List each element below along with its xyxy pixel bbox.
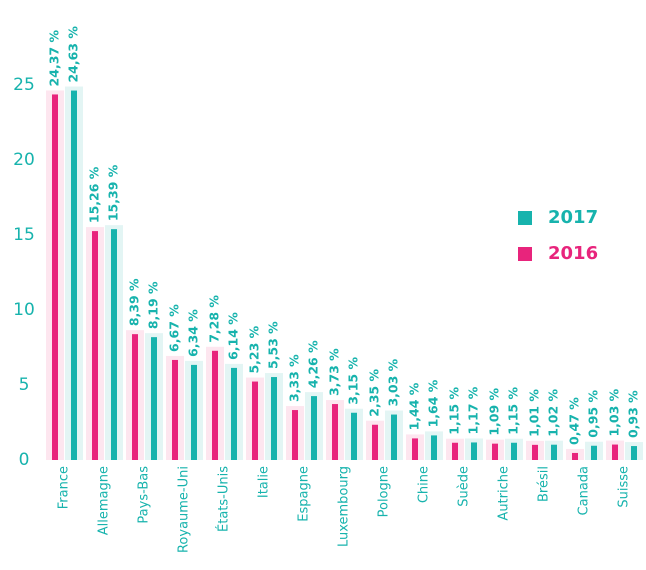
x-tick-label: Pologne bbox=[377, 466, 392, 517]
x-tick-label: France bbox=[57, 466, 72, 509]
bar bbox=[612, 444, 618, 460]
y-tick-label: 10 bbox=[13, 300, 35, 320]
bar bbox=[132, 334, 138, 460]
value-label: 6,67 % bbox=[167, 304, 182, 352]
bar bbox=[591, 445, 597, 460]
bar bbox=[311, 396, 317, 460]
value-label: 1,17 % bbox=[466, 386, 481, 434]
bar bbox=[492, 443, 498, 460]
value-label: 5,53 % bbox=[266, 321, 281, 369]
bar bbox=[452, 442, 458, 460]
bar bbox=[532, 444, 538, 460]
x-tick-label: Allemagne bbox=[97, 466, 112, 535]
bar bbox=[212, 350, 218, 460]
bar bbox=[111, 229, 117, 460]
x-tick-label: Suède bbox=[457, 466, 472, 507]
value-label: 1,02 % bbox=[546, 389, 561, 437]
x-tick-label: Espagne bbox=[297, 466, 312, 522]
x-tick-label: Pays-Bas bbox=[137, 466, 152, 524]
value-label: 1,44 % bbox=[407, 382, 422, 430]
y-tick-label: 5 bbox=[19, 375, 30, 395]
bar bbox=[511, 442, 517, 460]
value-label: 15,39 % bbox=[106, 164, 121, 221]
value-label: 3,15 % bbox=[346, 357, 361, 405]
x-tick-label: Chine bbox=[417, 466, 432, 503]
value-label: 1,15 % bbox=[506, 387, 521, 435]
legend-label: 2016 bbox=[548, 243, 598, 264]
bar bbox=[351, 412, 357, 460]
bar bbox=[52, 94, 58, 460]
bar bbox=[372, 424, 378, 460]
bar bbox=[332, 404, 338, 460]
bar bbox=[231, 367, 237, 460]
value-label: 1,64 % bbox=[426, 379, 441, 427]
value-label: 1,01 % bbox=[527, 389, 542, 437]
y-tick-label: 15 bbox=[13, 225, 35, 245]
x-tick-label: Brésil bbox=[537, 466, 552, 502]
value-label: 1,09 % bbox=[487, 387, 502, 435]
value-label: 7,28 % bbox=[207, 295, 222, 343]
bar bbox=[551, 444, 557, 460]
bar bbox=[431, 435, 437, 460]
bar bbox=[631, 446, 637, 460]
bar bbox=[412, 438, 418, 460]
legend-swatch bbox=[518, 247, 532, 261]
x-tick-label: Luxembourg bbox=[337, 466, 352, 547]
legend-label: 2017 bbox=[548, 207, 598, 228]
value-label: 24,63 % bbox=[66, 26, 81, 83]
value-label: 6,14 % bbox=[226, 312, 241, 360]
bar bbox=[252, 381, 258, 460]
bar bbox=[151, 337, 157, 460]
y-tick-label: 25 bbox=[13, 75, 35, 95]
value-label: 0,47 % bbox=[567, 397, 582, 445]
x-tick-label: Italie bbox=[257, 466, 272, 498]
value-label: 2,35 % bbox=[367, 369, 382, 417]
value-label: 3,73 % bbox=[327, 348, 342, 396]
x-tick-label: Autriche bbox=[497, 466, 512, 521]
value-label: 4,26 % bbox=[306, 340, 321, 388]
value-label: 1,03 % bbox=[607, 388, 622, 436]
value-label: 24,37 % bbox=[47, 30, 62, 87]
x-tick-label: Royaume-Uni bbox=[177, 466, 192, 553]
value-label: 6,34 % bbox=[186, 309, 201, 357]
value-label: 0,93 % bbox=[626, 390, 641, 438]
x-tick-label: États-Unis bbox=[216, 466, 232, 532]
legend-swatch bbox=[518, 211, 532, 225]
y-tick-label: 20 bbox=[13, 150, 35, 170]
bar bbox=[92, 231, 98, 460]
value-label: 0,95 % bbox=[586, 390, 601, 438]
value-label: 1,15 % bbox=[447, 387, 462, 435]
bar bbox=[71, 90, 77, 461]
y-tick-label: 0 bbox=[19, 450, 30, 470]
value-label: 5,23 % bbox=[247, 325, 262, 373]
bar bbox=[172, 359, 178, 460]
bar bbox=[471, 442, 477, 460]
x-tick-label: Canada bbox=[577, 466, 592, 515]
bar bbox=[292, 410, 298, 460]
x-tick-label: Suisse bbox=[617, 466, 632, 508]
value-label: 3,33 % bbox=[287, 354, 302, 402]
value-label: 8,19 % bbox=[146, 281, 161, 329]
value-label: 8,39 % bbox=[127, 278, 142, 326]
value-label: 3,03 % bbox=[386, 358, 401, 406]
bar bbox=[572, 452, 578, 460]
value-label: 15,26 % bbox=[87, 166, 102, 223]
bar bbox=[271, 377, 277, 460]
bar bbox=[191, 364, 197, 460]
bar bbox=[391, 414, 397, 460]
